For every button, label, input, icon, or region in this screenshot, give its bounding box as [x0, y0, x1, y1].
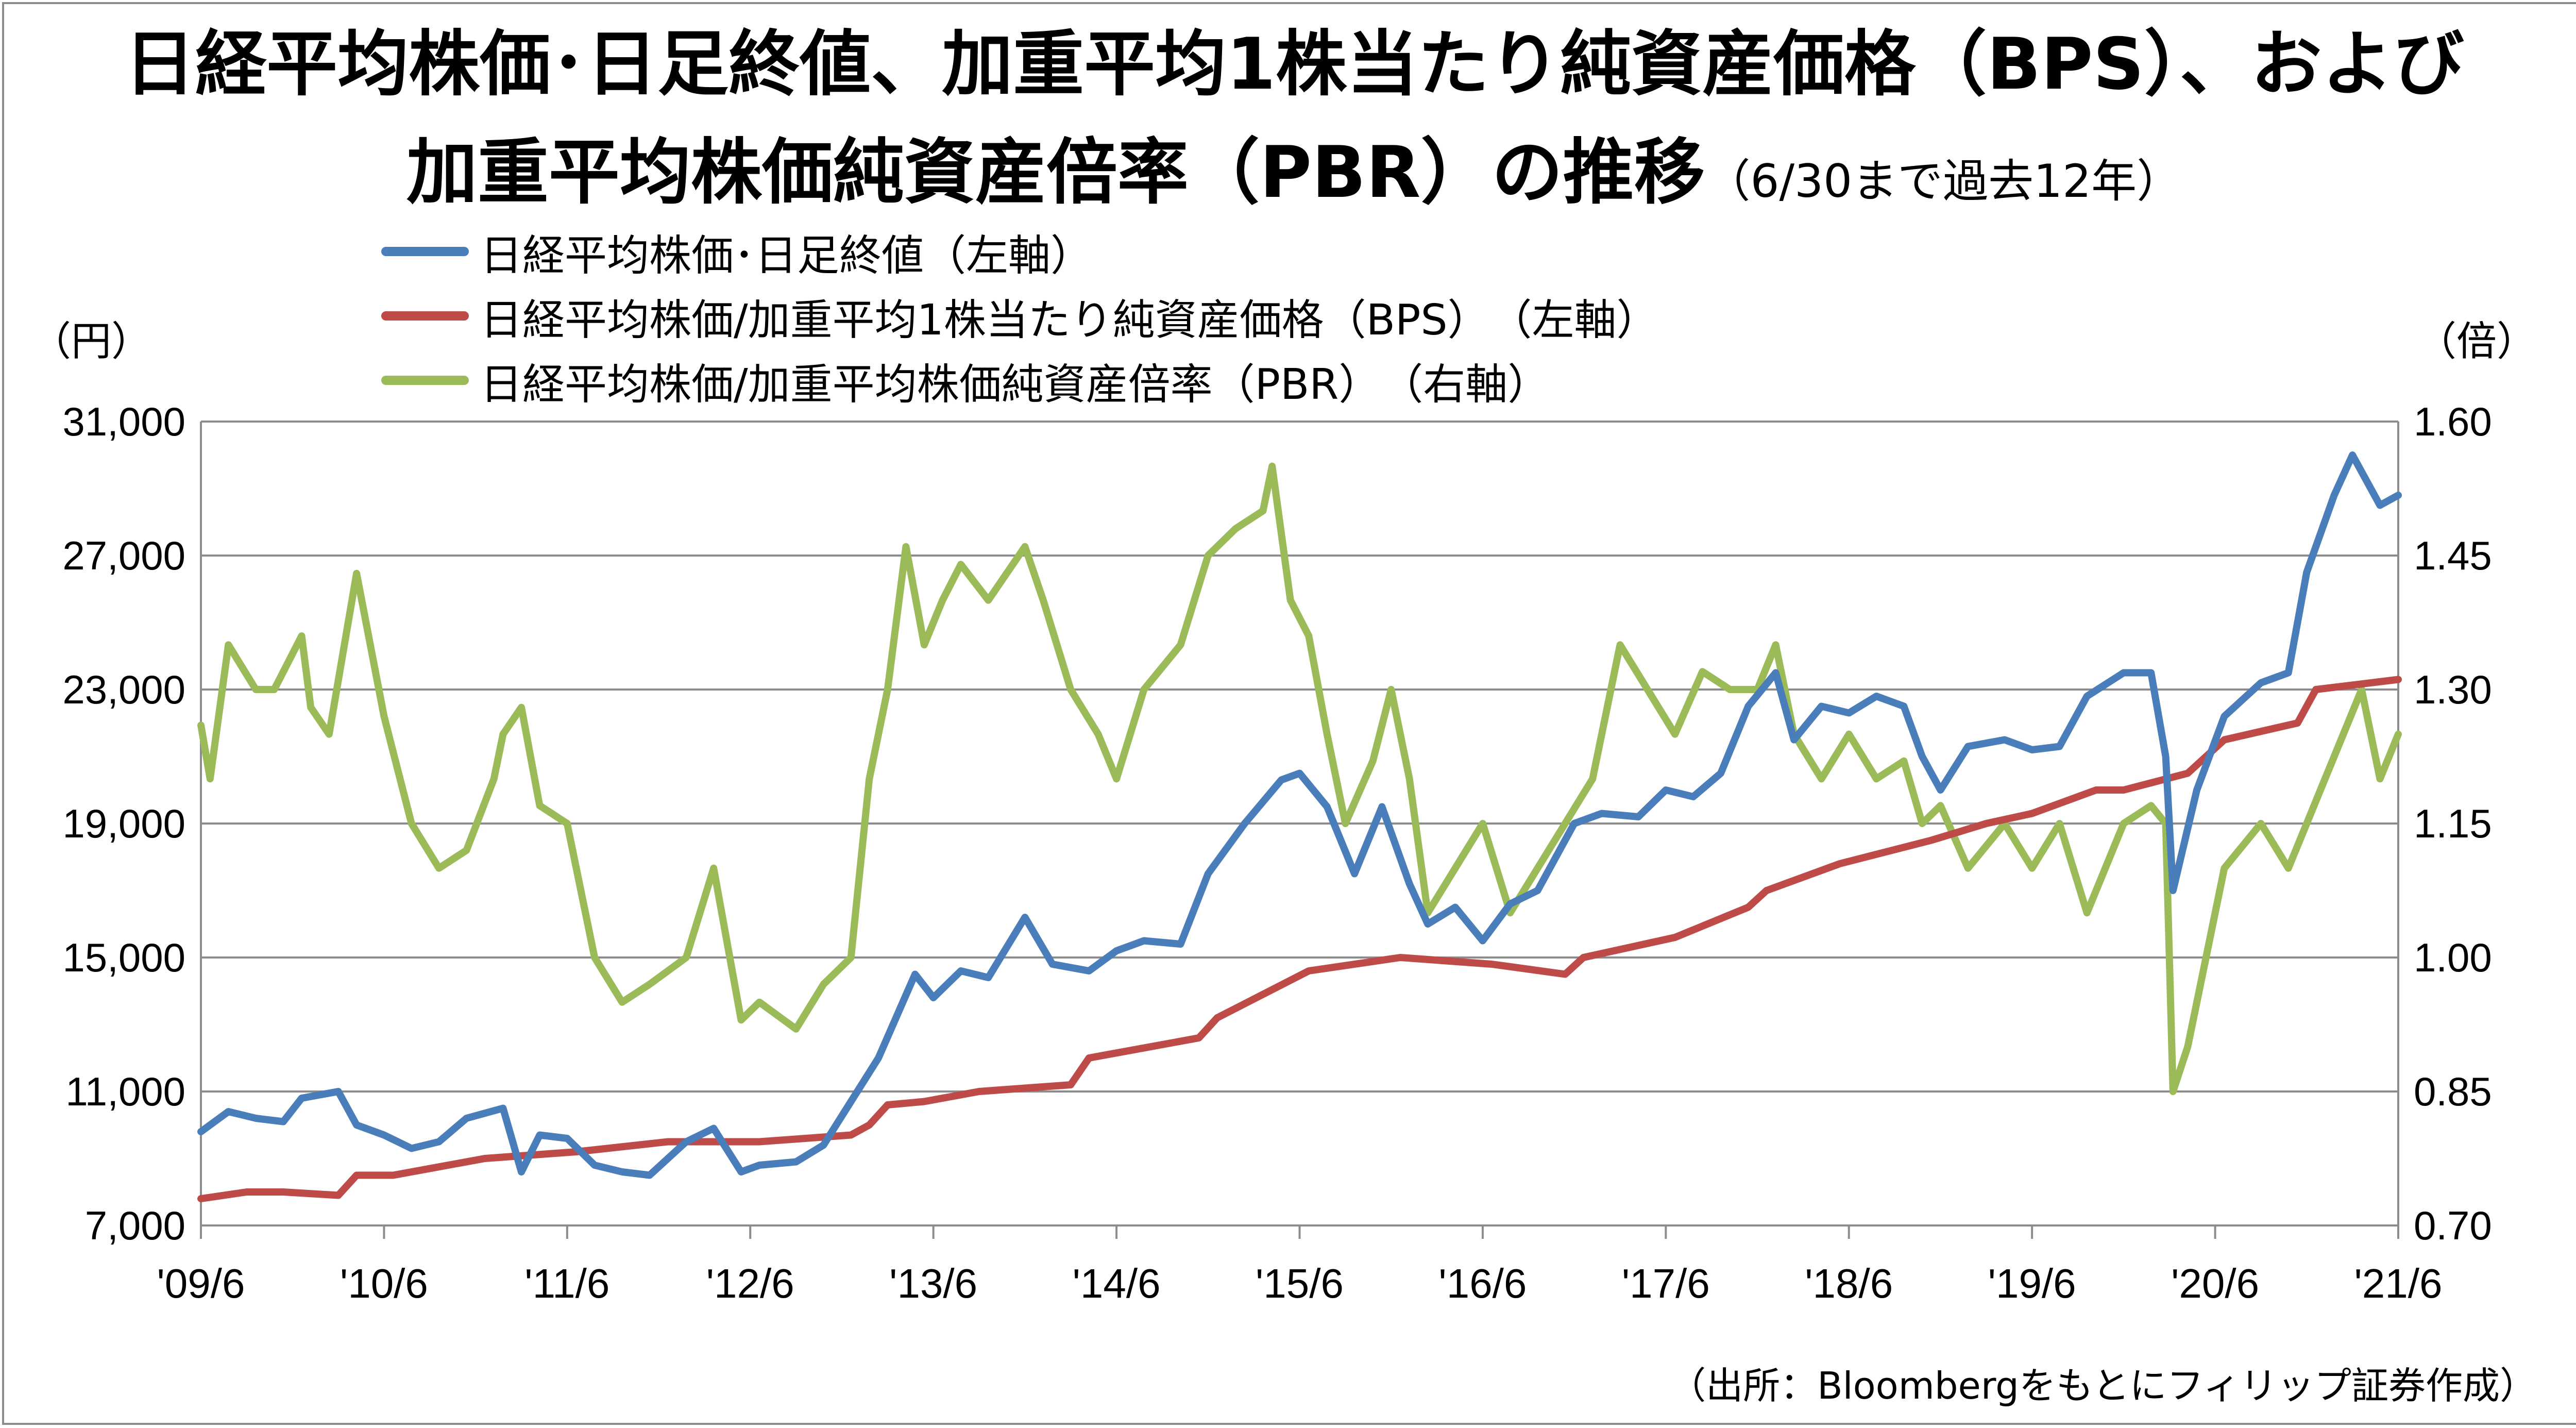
- legend-item-nikkei: 日経平均株価･日足終値（左軸）: [381, 223, 1093, 280]
- legend-label-bps: 日経平均株価/加重平均1株当たり純資産価格（BPS） （左軸）: [480, 295, 1659, 345]
- left-tick-label: 11,000: [65, 1069, 185, 1114]
- series-line-1: [197, 676, 2402, 1202]
- legend-swatch-pbr: [381, 376, 469, 385]
- right-tick-label: 1.15: [2414, 801, 2492, 846]
- legend-label-pbr: 日経平均株価/加重平均株価純資産倍率（PBR） （右軸）: [480, 360, 1550, 409]
- series-line-2: [197, 462, 2402, 1095]
- x-tick-label: '13/6: [889, 1261, 977, 1306]
- right-tick-label: 0.70: [2414, 1203, 2492, 1248]
- left-tick-label: 19,000: [62, 801, 185, 846]
- left-tick-label: 31,000: [62, 399, 185, 444]
- legend-label-nikkei: 日経平均株価･日足終値（左軸）: [480, 231, 1093, 280]
- right-tick-label: 1.00: [2414, 935, 2492, 980]
- x-tick-label: '14/6: [1073, 1261, 1161, 1306]
- x-tick-label: '17/6: [1622, 1261, 1710, 1306]
- right-axis-unit: （倍）: [2416, 318, 2537, 365]
- series-line-0: [197, 451, 2402, 1179]
- x-tick-label: '09/6: [157, 1261, 245, 1306]
- left-tick-label: 27,000: [62, 533, 185, 578]
- legend-item-bps: 日経平均株価/加重平均1株当たり純資産価格（BPS） （左軸）: [381, 287, 1659, 345]
- chart-title-line2: 加重平均株価純資産倍率（PBR）の推移（6/30まで過去12年）: [0, 129, 2576, 225]
- left-tick-label: 23,000: [62, 667, 185, 712]
- x-tick-label: '19/6: [1988, 1261, 2076, 1306]
- chart-title-line1: 日経平均株価･日足終値、加重平均1株当たり純資産価格（BPS）、および: [124, 23, 2464, 106]
- legend-swatch-bps: [381, 311, 469, 321]
- legend-item-pbr: 日経平均株価/加重平均株価純資産倍率（PBR） （右軸）: [381, 351, 1550, 409]
- x-tick-label: '11/6: [524, 1261, 609, 1306]
- source-note: （出所：Bloombergをもとにフィリップ証券作成）: [1669, 1364, 2537, 1407]
- left-axis-unit: （円）: [31, 318, 152, 365]
- left-tick-label: 7,000: [85, 1203, 185, 1248]
- right-tick-label: 1.30: [2414, 667, 2492, 712]
- right-tick-label: 1.45: [2414, 533, 2492, 578]
- x-tick-label: '21/6: [2354, 1261, 2443, 1306]
- x-tick-label: '12/6: [706, 1261, 794, 1306]
- right-tick-label: 1.60: [2414, 399, 2492, 444]
- right-tick-label: 0.85: [2414, 1069, 2492, 1114]
- legend-swatch-nikkei: [381, 247, 469, 256]
- x-tick-label: '20/6: [2171, 1261, 2259, 1306]
- chart-title-main: 加重平均株価純資産倍率（PBR）の推移: [406, 131, 1705, 214]
- x-tick-label: '15/6: [1256, 1261, 1344, 1306]
- x-tick-label: '16/6: [1438, 1261, 1527, 1306]
- x-tick-label: '18/6: [1805, 1261, 1893, 1306]
- x-tick-label: '10/6: [340, 1261, 428, 1306]
- left-tick-label: 15,000: [62, 935, 185, 980]
- chart-title-period: （6/30まで過去12年）: [1705, 155, 2182, 208]
